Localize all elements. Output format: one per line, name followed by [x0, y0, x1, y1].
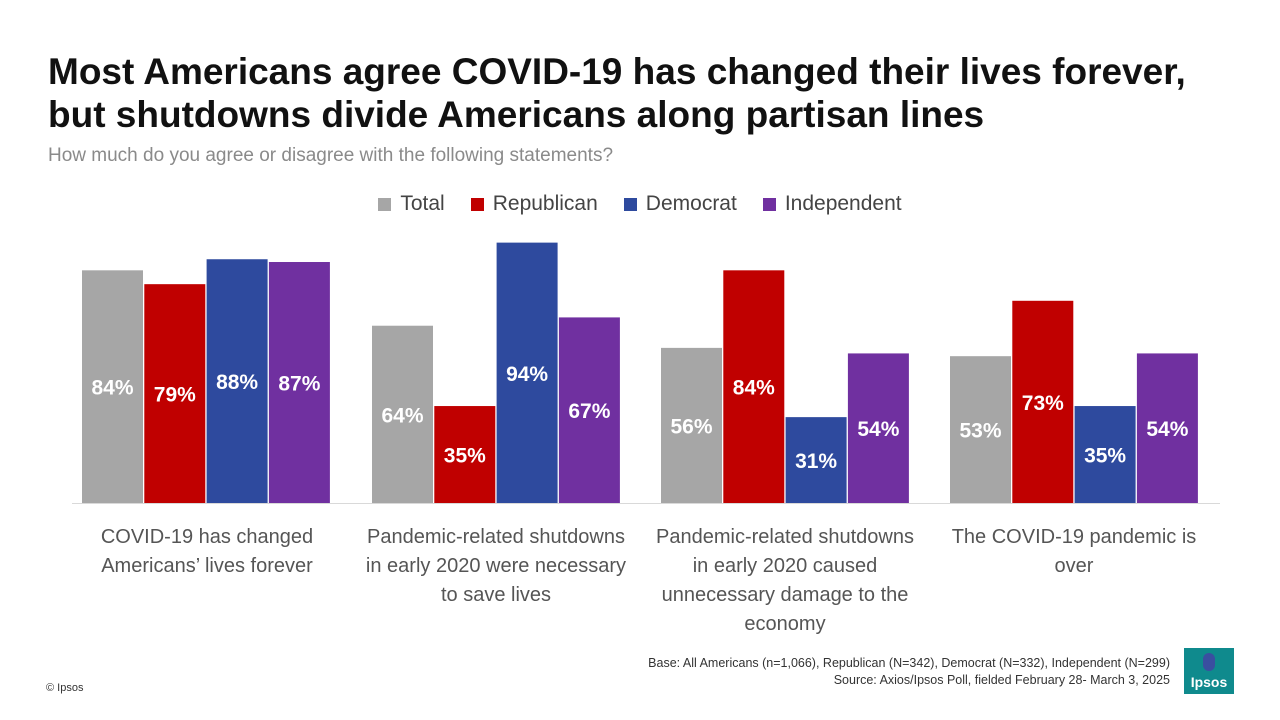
legend-label-republican: Republican: [492, 192, 598, 215]
bar-democrat-2: [496, 242, 558, 503]
base-note: Base: All Americans (n=1,066), Republica…: [648, 656, 1170, 670]
chart-title: Most Americans agree COVID-19 has change…: [48, 50, 1248, 136]
ipsos-logo: Ipsos: [1184, 648, 1234, 694]
data-label-total-2: 64%: [381, 404, 423, 427]
bar-independent-4: [1136, 353, 1198, 503]
category-label-1: COVID-19 has changed Americans’ lives fo…: [100, 526, 314, 577]
category-label-2: Pandemic-related shutdowns in early 2020…: [365, 526, 627, 606]
data-label-republican-4: 73%: [1022, 392, 1064, 415]
data-label-democrat-4: 35%: [1084, 445, 1126, 468]
bar-democrat-4: [1074, 406, 1136, 503]
ipsos-logo-text: Ipsos: [1190, 674, 1228, 690]
data-label-total-1: 84%: [91, 377, 133, 400]
data-label-independent-1: 87%: [278, 373, 320, 396]
legend-item-total: Total: [378, 192, 445, 216]
legend-item-republican: Republican: [470, 192, 598, 216]
category-label-4: The COVID-19 pandemic is over: [951, 526, 1197, 577]
chart-subtitle: How much do you agree or disagree with t…: [48, 145, 614, 166]
bar-total-4: [950, 356, 1011, 503]
legend-item-independent: Independent: [762, 192, 902, 216]
data-label-republican-1: 79%: [154, 384, 196, 407]
footnote: Base: All Americans (n=1,066), Republica…: [648, 655, 1170, 689]
data-label-democrat-3: 31%: [795, 450, 837, 473]
bar-independent-1: [268, 262, 330, 503]
bar-republican-4: [1012, 300, 1074, 503]
legend-label-total: Total: [400, 192, 445, 215]
bar-total-1: [82, 270, 143, 503]
data-label-democrat-2: 94%: [506, 363, 548, 386]
legend-swatch-democrat: [623, 197, 637, 211]
data-label-total-4: 53%: [959, 420, 1001, 443]
legend-swatch-total: [378, 197, 392, 211]
title-line-2: but shutdowns divide Americans along par…: [48, 94, 985, 135]
source-note: Source: Axios/Ipsos Poll, fielded Februa…: [833, 673, 1170, 687]
data-label-total-3: 56%: [670, 415, 712, 438]
data-label-independent-3: 54%: [857, 418, 899, 441]
bar-democrat-1: [206, 259, 268, 503]
bar-independent-2: [558, 317, 620, 503]
bar-total-2: [372, 325, 433, 503]
ipsos-logo-mark: [1203, 653, 1215, 671]
data-label-republican-2: 35%: [444, 445, 486, 468]
legend-label-independent: Independent: [784, 192, 902, 215]
data-label-independent-4: 54%: [1146, 418, 1188, 441]
bar-republican-1: [144, 284, 206, 503]
data-label-independent-2: 67%: [568, 400, 610, 423]
legend-swatch-republican: [470, 197, 484, 211]
title-line-1: Most Americans agree COVID-19 has change…: [48, 51, 1186, 92]
data-label-republican-3: 84%: [733, 377, 775, 400]
legend-label-democrat: Democrat: [645, 192, 737, 215]
bar-democrat-3: [785, 417, 847, 503]
data-label-democrat-1: 88%: [216, 371, 258, 394]
bar-total-3: [661, 347, 722, 503]
legend-swatch-independent: [762, 197, 776, 211]
bar-republican-2: [434, 406, 496, 503]
legend: Total Republican Democrat Independent: [0, 192, 1280, 216]
bar-independent-3: [847, 353, 909, 503]
category-label-3: Pandemic-related shutdowns in early 2020…: [656, 526, 914, 635]
bar-republican-3: [723, 270, 785, 503]
copyright: © Ipsos: [46, 682, 84, 694]
legend-item-democrat: Democrat: [623, 192, 737, 216]
